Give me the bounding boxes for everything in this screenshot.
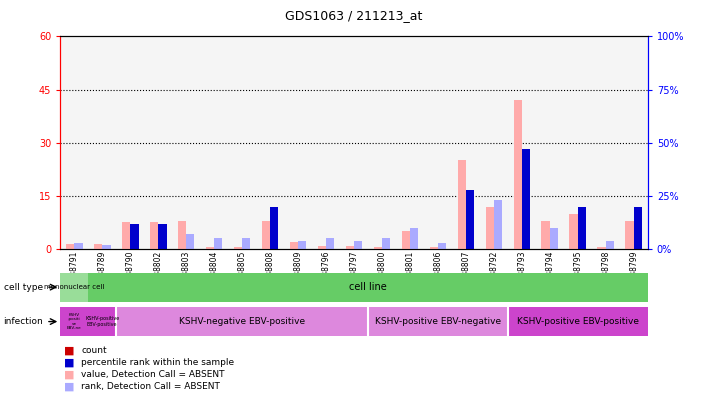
Bar	[513, 100, 522, 249]
Text: KSHV-positive
EBV-positive: KSHV-positive EBV-positive	[85, 316, 119, 327]
Text: KSHV-negative EBV-positive: KSHV-negative EBV-positive	[179, 317, 305, 326]
Bar	[569, 214, 578, 249]
Bar	[214, 239, 222, 249]
Text: value, Detection Call = ABSENT: value, Detection Call = ABSENT	[81, 370, 225, 379]
Text: infection: infection	[4, 317, 43, 326]
Bar	[130, 224, 139, 249]
Bar	[298, 241, 307, 249]
Bar	[270, 207, 278, 249]
Text: ■: ■	[64, 345, 74, 355]
Text: cell type: cell type	[4, 283, 42, 292]
Bar	[382, 239, 390, 249]
Bar	[430, 247, 438, 249]
Bar	[410, 228, 418, 249]
Bar	[466, 190, 474, 249]
Bar	[346, 245, 354, 249]
Bar	[354, 241, 362, 249]
Bar	[494, 200, 502, 249]
Bar	[374, 247, 382, 249]
Bar	[158, 224, 166, 249]
Text: GDS1063 / 211213_at: GDS1063 / 211213_at	[285, 9, 423, 22]
Text: rank, Detection Call = ABSENT: rank, Detection Call = ABSENT	[81, 382, 220, 391]
Bar	[234, 247, 242, 249]
Bar	[186, 234, 195, 249]
Bar	[262, 221, 270, 249]
Bar	[74, 243, 83, 249]
Bar	[625, 221, 634, 249]
Bar	[457, 160, 466, 249]
Bar	[326, 239, 334, 249]
Bar	[318, 245, 326, 249]
Bar	[598, 247, 606, 249]
Bar	[242, 239, 251, 249]
Bar	[634, 207, 642, 249]
Bar	[578, 207, 586, 249]
Bar	[522, 149, 530, 249]
Bar	[149, 222, 158, 249]
Text: ■: ■	[64, 382, 74, 392]
Bar	[606, 241, 615, 249]
Bar	[178, 221, 186, 249]
Bar	[93, 244, 102, 249]
Text: ■: ■	[64, 370, 74, 379]
Bar	[206, 247, 214, 249]
Text: ■: ■	[64, 358, 74, 367]
Bar	[102, 245, 110, 249]
Bar	[290, 242, 298, 249]
Bar	[542, 221, 550, 249]
Bar	[66, 244, 74, 249]
Text: cell line: cell line	[349, 282, 387, 292]
Text: KSHV
-positi
ve
EBV-ne: KSHV -positi ve EBV-ne	[67, 313, 81, 330]
Bar	[486, 207, 494, 249]
Text: percentile rank within the sample: percentile rank within the sample	[81, 358, 234, 367]
Bar	[401, 231, 410, 249]
Text: KSHV-positive EBV-negative: KSHV-positive EBV-negative	[375, 317, 501, 326]
Text: KSHV-positive EBV-positive: KSHV-positive EBV-positive	[517, 317, 639, 326]
Bar	[438, 243, 446, 249]
Bar	[122, 222, 130, 249]
Text: mononuclear cell: mononuclear cell	[44, 284, 104, 290]
Text: count: count	[81, 346, 107, 355]
Bar	[550, 228, 559, 249]
